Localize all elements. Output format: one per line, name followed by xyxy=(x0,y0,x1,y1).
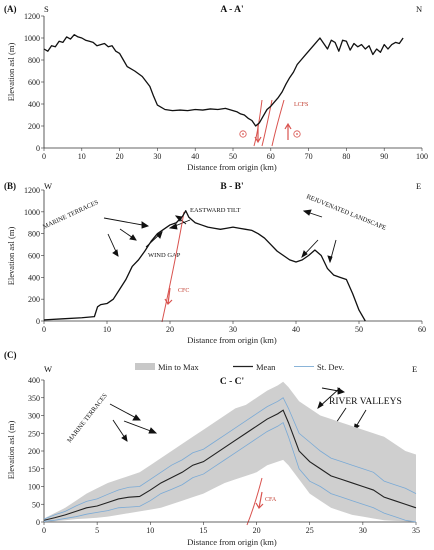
x-tick-label: 0 xyxy=(42,152,46,161)
x-tick-label: 60 xyxy=(267,152,275,161)
series-stdev-lower-line xyxy=(43,421,417,523)
x-tick-label: 100 xyxy=(416,152,428,161)
panel-c-xlabel: Distance from origin (km) xyxy=(187,537,277,547)
x-tick-label: 25 xyxy=(306,526,314,535)
x-tick-label: 30 xyxy=(359,526,367,535)
x-tick-label: 80 xyxy=(342,152,350,161)
x-tick-label: 30 xyxy=(153,152,161,161)
x-tick-label: 5 xyxy=(95,526,99,535)
elevation-profile-line xyxy=(43,34,404,127)
y-tick-label: 1000 xyxy=(24,208,40,217)
panel-b-title: B - B' xyxy=(220,182,243,192)
x-tick-label: 20 xyxy=(253,526,261,535)
y-tick-label: 150 xyxy=(28,465,40,474)
panel-c-title: C - C' xyxy=(220,377,244,387)
panel-b-annotation-eastward-tilt: EASTWARD TILT xyxy=(190,207,240,214)
elevation-profile-line xyxy=(43,210,366,322)
panel-b-annotation-arrows xyxy=(103,209,337,264)
panel-c-corner-right: E xyxy=(412,364,417,374)
panel-c-annotation-marine-terraces: MARINE TERRACES xyxy=(66,392,109,444)
y-tick-label: 800 xyxy=(28,56,40,65)
y-tick-label: 300 xyxy=(28,412,40,421)
x-tick-label: 15 xyxy=(199,526,207,535)
panel-c: (C) W E C - C' Min to Max Mean St. Dev. … xyxy=(4,350,420,547)
panel-b-ylabel: Elevation asl (m) xyxy=(6,227,16,286)
x-tick-label: 0 xyxy=(42,325,46,334)
y-tick-label: 100 xyxy=(28,483,40,492)
y-tick-label: 600 xyxy=(28,252,40,261)
panel-a: (A) S N A - A' Elevation asl (m) Distanc… xyxy=(4,4,428,172)
panel-c-legend: Min to Max Mean St. Dev. xyxy=(135,362,344,372)
panel-b-annotation-rejuvenated: REJUVENATED LANDSCAPE xyxy=(305,193,387,231)
panel-a-corner-left: S xyxy=(44,4,49,14)
y-tick-label: 0 xyxy=(36,317,40,326)
panel-b-fault xyxy=(161,211,185,323)
y-tick-label: 400 xyxy=(28,273,40,282)
x-tick-label: 10 xyxy=(103,325,111,334)
x-tick-label: 50 xyxy=(355,325,363,334)
legend-label-stdev: St. Dev. xyxy=(317,362,344,372)
panel-a-fault-label: LCFS xyxy=(294,102,308,108)
x-tick-label: 60 xyxy=(418,325,426,334)
panel-a-corner-right: N xyxy=(416,4,422,14)
panel-c-ylabel: Elevation asl (m) xyxy=(6,421,16,480)
y-tick-label: 800 xyxy=(28,230,40,239)
panel-a-ticks: 0 10 20 30 40 50 60 70 80 90 100020040060080010001… xyxy=(24,12,428,161)
series-stdev-upper-line xyxy=(43,397,417,520)
panel-b-fault-label: CFC xyxy=(178,288,189,294)
panel-a-xlabel: Distance from origin (km) xyxy=(187,162,277,172)
panel-c-label: (C) xyxy=(4,350,17,360)
panel-b-corner-left: W xyxy=(44,181,52,191)
legend-label-mean: Mean xyxy=(256,362,276,372)
legend-label-minmax: Min to Max xyxy=(158,362,199,372)
panel-c-annotation-river-valleys: RIVER VALLEYS xyxy=(329,397,402,407)
panel-b-annotation-marine-terraces: MARINE TERRACES xyxy=(42,199,100,231)
y-tick-label: 400 xyxy=(28,100,40,109)
x-tick-label: 10 xyxy=(78,152,86,161)
x-tick-label: 10 xyxy=(146,526,154,535)
x-tick-label: 40 xyxy=(191,152,199,161)
x-tick-label: 40 xyxy=(292,325,300,334)
panel-c-fault-label: CFA xyxy=(265,497,277,503)
panel-b-annotation-wind-gap: WIND GAP xyxy=(148,252,181,259)
y-tick-label: 200 xyxy=(28,447,40,456)
x-tick-label: 90 xyxy=(380,152,388,161)
panel-c-fault xyxy=(246,477,264,526)
panel-c-corner-left: W xyxy=(44,364,52,374)
panel-a-title: A - A' xyxy=(220,5,243,15)
x-tick-label: 30 xyxy=(229,325,237,334)
x-tick-label: 20 xyxy=(166,325,174,334)
y-tick-label: 400 xyxy=(28,376,40,385)
panel-b-corner-right: E xyxy=(416,181,421,191)
x-tick-label: 35 xyxy=(412,526,420,535)
panel-b: (B) W E B - B' Elevation asl (m) Distanc… xyxy=(4,181,426,345)
y-tick-label: 200 xyxy=(28,295,40,304)
y-tick-label: 250 xyxy=(28,429,40,438)
legend-swatch-minmax xyxy=(135,363,155,370)
x-tick-label: 50 xyxy=(229,152,237,161)
y-tick-label: 350 xyxy=(28,394,40,403)
y-tick-label: 1000 xyxy=(24,34,40,43)
series-mean-line xyxy=(43,409,417,521)
panel-b-xlabel: Distance from origin (km) xyxy=(187,335,277,345)
x-tick-label: 0 xyxy=(42,526,46,535)
y-tick-label: 200 xyxy=(28,122,40,131)
y-tick-label: 50 xyxy=(32,500,40,509)
panel-a-fault xyxy=(239,99,301,147)
y-tick-label: 1200 xyxy=(24,12,40,21)
panel-b-label: (B) xyxy=(4,181,16,191)
x-tick-label: 20 xyxy=(116,152,124,161)
x-tick-label: 70 xyxy=(305,152,313,161)
panel-a-label: (A) xyxy=(4,4,17,14)
y-tick-label: 0 xyxy=(36,144,40,153)
panel-a-ylabel: Elevation asl (m) xyxy=(6,43,16,102)
y-tick-label: 1200 xyxy=(24,186,40,195)
y-tick-label: 600 xyxy=(28,78,40,87)
y-tick-label: 0 xyxy=(36,518,40,527)
